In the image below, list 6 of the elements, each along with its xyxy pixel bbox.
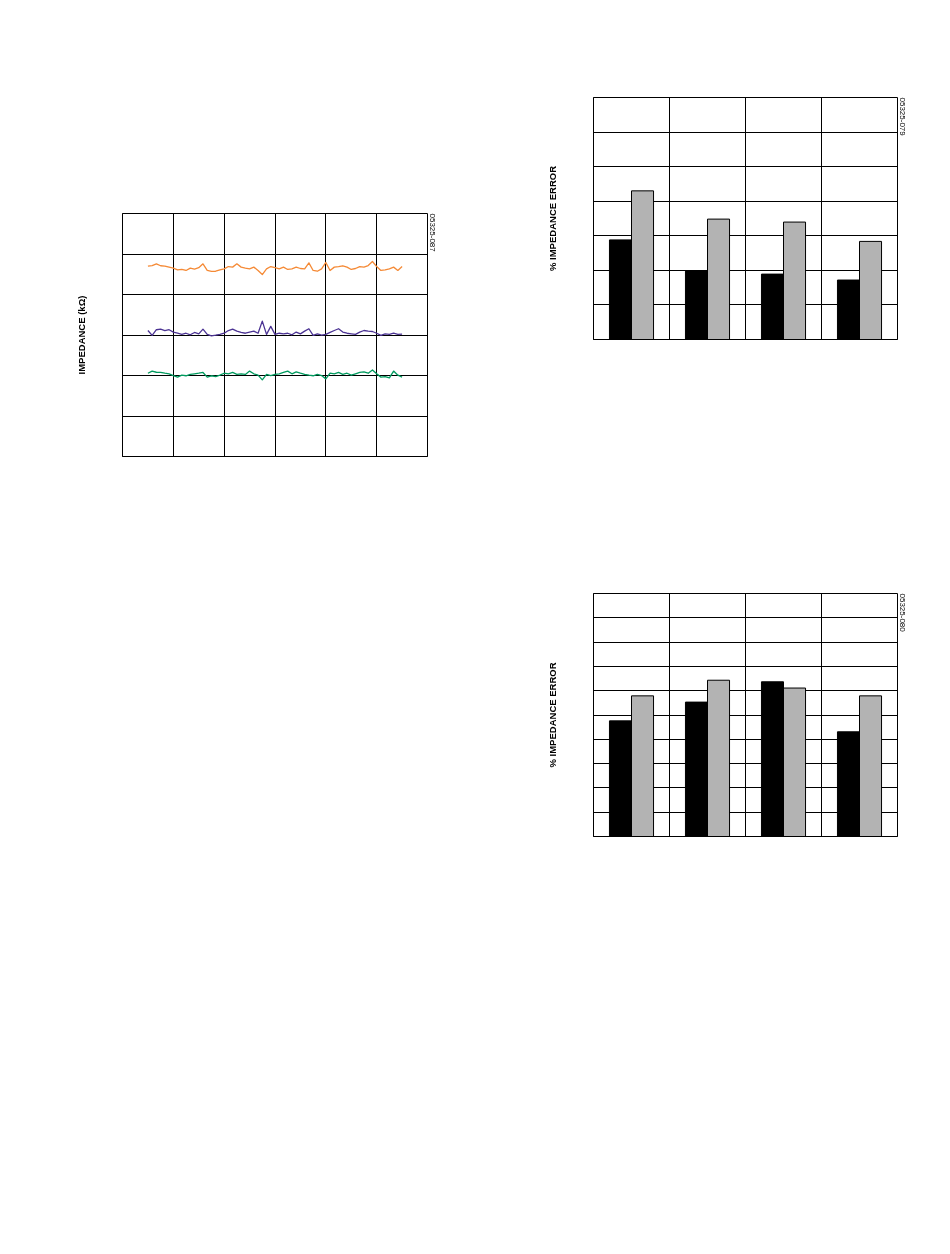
text: 05325-080 [897, 593, 907, 633]
y-axis-title: % IMPEDANCE ERROR [546, 662, 558, 768]
y-axis-title: IMPEDANCE (kΩ) [75, 295, 87, 375]
text: 05325-079 [897, 97, 907, 137]
text: 05325-087 [427, 213, 437, 253]
y-axis-title: % IMPEDANCE ERROR [546, 165, 558, 272]
